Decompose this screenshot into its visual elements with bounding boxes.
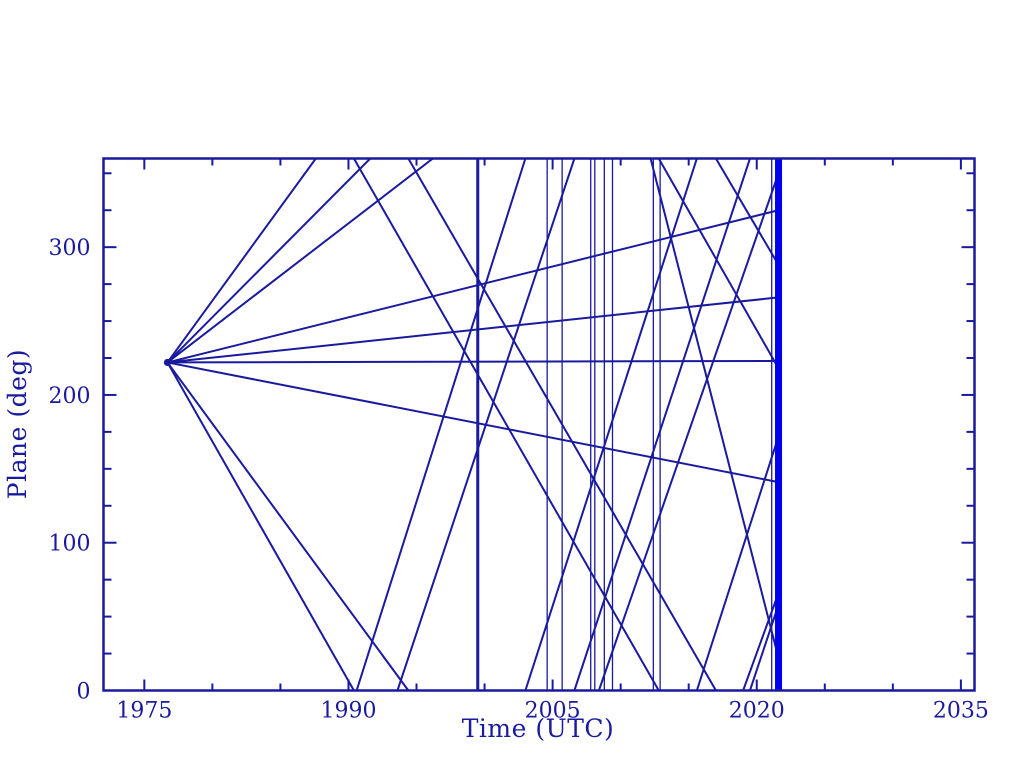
x-tick-label: 2035 — [933, 699, 989, 724]
series-line — [167, 361, 779, 484]
series-line — [353, 158, 660, 691]
x-tick-label: 1990 — [320, 699, 376, 724]
data-series-layer — [163, 158, 780, 691]
series-line — [166, 361, 410, 691]
series-line — [167, 209, 779, 364]
series-line — [597, 172, 780, 691]
vertical-event-layer — [476, 158, 783, 691]
series-line — [166, 361, 355, 691]
series-line — [742, 592, 780, 691]
y-tick-label: 300 — [49, 236, 91, 261]
series-line — [649, 158, 780, 659]
axes-ticks-layer — [103, 158, 975, 692]
series-line — [524, 158, 698, 691]
x-tick-label: 2020 — [729, 699, 785, 724]
y-tick-label: 0 — [77, 680, 91, 705]
series-line — [695, 436, 780, 691]
series-line — [749, 604, 780, 691]
fan-convergence-point — [163, 358, 172, 367]
x-axis-label: Time (UTC) — [462, 714, 615, 743]
axes-frame-layer — [102, 157, 976, 692]
x-tick-label: 1975 — [116, 699, 172, 724]
series-line — [715, 158, 780, 266]
y-tick-label: 100 — [49, 532, 91, 557]
series-line — [396, 158, 576, 691]
series-line — [657, 158, 780, 369]
series-line — [167, 359, 779, 364]
axes-tick-labels-layer: 1975 1990 2005 2020 2035 0 100 200 300 — [49, 236, 989, 723]
x-tick-label: 2005 — [525, 699, 581, 724]
series-line — [167, 296, 779, 364]
series-line — [573, 158, 751, 691]
y-tick-label: 200 — [49, 384, 91, 409]
plot-frame — [102, 157, 976, 692]
series-line — [166, 158, 434, 364]
y-axis-label: Plane (deg) — [3, 349, 32, 499]
series-line — [355, 158, 527, 691]
series-line — [166, 158, 317, 364]
series-line — [166, 158, 371, 364]
